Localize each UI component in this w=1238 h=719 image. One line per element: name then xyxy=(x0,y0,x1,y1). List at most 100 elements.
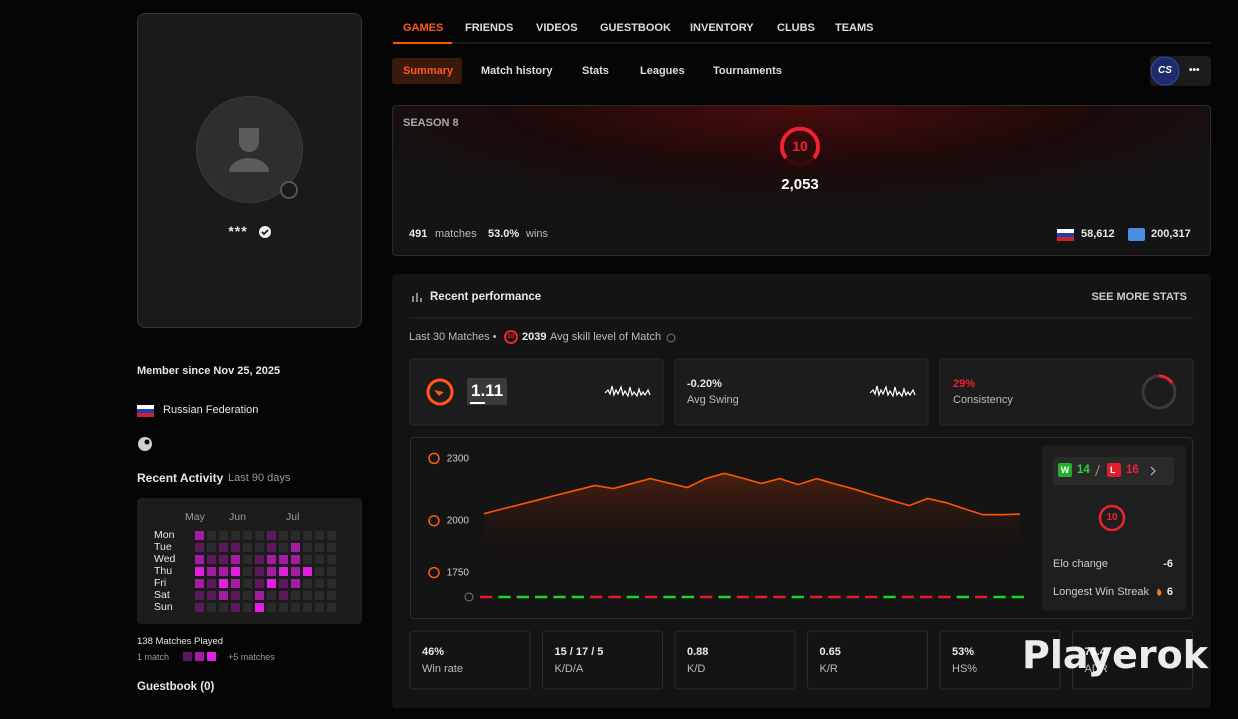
flag-blue xyxy=(1057,233,1074,237)
stat-card xyxy=(409,630,531,690)
side-level: 10 xyxy=(1106,512,1118,523)
activity-title: Recent Activity xyxy=(137,471,224,485)
activity-cell xyxy=(267,579,276,588)
activity-cell xyxy=(303,567,312,576)
activity-cell xyxy=(279,531,288,540)
activity-cell xyxy=(207,579,216,588)
consistency-card xyxy=(939,358,1194,426)
stat-value: 0.88 xyxy=(687,646,709,658)
steam-dot xyxy=(144,439,150,445)
stat-value: 75.4 xyxy=(1084,646,1106,658)
stat-value: 15 / 17 / 5 xyxy=(554,646,604,658)
activity-cell xyxy=(207,591,216,600)
swing-label: Avg Swing xyxy=(687,394,739,406)
activity-cell xyxy=(327,555,336,564)
subtab[interactable]: Stats xyxy=(582,65,609,77)
subtab[interactable]: Summary xyxy=(403,65,454,77)
activity-cell xyxy=(231,567,240,576)
activity-cell xyxy=(255,591,264,600)
activity-cell xyxy=(267,567,276,576)
activity-cell xyxy=(303,603,312,612)
month-label: Jun xyxy=(229,511,246,523)
activity-cell xyxy=(327,579,336,588)
consistency: 29% xyxy=(953,378,976,390)
season-elo: 2,053 xyxy=(781,176,819,193)
nav-tab[interactable]: GUESTBOOK xyxy=(600,22,671,34)
activity-cell xyxy=(207,555,216,564)
nav-tab[interactable]: CLUBS xyxy=(777,22,815,34)
steam-icon[interactable] xyxy=(138,437,152,451)
more-button[interactable]: ••• xyxy=(1189,65,1200,76)
activity-cell xyxy=(315,543,324,552)
season-title: SEASON 8 xyxy=(403,117,459,129)
legend-cell xyxy=(183,652,192,661)
activity-period: Last 90 days xyxy=(228,472,291,484)
activity-cell xyxy=(255,603,264,612)
consistency-label: Consistency xyxy=(953,394,1013,406)
cs-badge[interactable] xyxy=(1150,56,1180,86)
stat-card xyxy=(807,630,928,690)
game-badge-label: CS xyxy=(1158,65,1172,76)
activity-cell xyxy=(255,531,264,540)
season-level: 10 xyxy=(792,138,808,154)
status-dot xyxy=(280,181,298,199)
y-tick-icon xyxy=(428,514,440,527)
matches-count: 491 xyxy=(409,228,428,240)
activity-cell xyxy=(195,555,204,564)
perf-icon xyxy=(412,293,422,302)
subtab[interactable]: Tournaments xyxy=(713,65,782,77)
activity-cell xyxy=(327,543,336,552)
activity-cell xyxy=(315,579,324,588)
activity-cell xyxy=(243,567,252,576)
day-label: Fri xyxy=(154,577,167,589)
y-tick-icon xyxy=(428,452,440,465)
nav-tab[interactable]: TEAMS xyxy=(835,22,874,34)
nav-tab[interactable]: INVENTORY xyxy=(690,22,754,34)
win-letter: W xyxy=(1060,465,1070,475)
stat-value: 53% xyxy=(952,646,975,658)
activity-cell xyxy=(279,603,288,612)
rating-card xyxy=(409,358,664,426)
month-label: May xyxy=(185,511,205,523)
day-label: Mon xyxy=(154,529,175,541)
activity-cell xyxy=(303,531,312,540)
avg-level-ring xyxy=(504,330,518,344)
activity-cell xyxy=(219,543,228,552)
nav-tab[interactable]: GAMES xyxy=(403,22,444,34)
activity-cell xyxy=(219,603,228,612)
activity-cell xyxy=(303,555,312,564)
activity-cell xyxy=(243,543,252,552)
region-rank: 200,317 xyxy=(1151,228,1191,240)
activity-cell xyxy=(315,555,324,564)
country: Russian Federation xyxy=(163,404,259,416)
rating-icon xyxy=(426,378,454,406)
activity-cell xyxy=(267,603,276,612)
y-tick-icon xyxy=(428,566,440,579)
activity-cell xyxy=(195,531,204,540)
stat-value: 46% xyxy=(422,646,445,658)
elo-change: -6 xyxy=(1163,558,1173,570)
activity-cell xyxy=(219,555,228,564)
stat-label: K/D/A xyxy=(554,663,584,675)
nav-tab[interactable]: VIDEOS xyxy=(536,22,578,34)
see-more[interactable]: SEE MORE STATS xyxy=(1091,291,1187,303)
legend-max: +5 matches xyxy=(228,652,275,662)
losses-count: 16 xyxy=(1126,464,1139,476)
nav-tab[interactable]: FRIENDS xyxy=(465,22,514,34)
y-tick-label: 2300 xyxy=(447,453,470,464)
activity-cell xyxy=(207,603,216,612)
loss-badge xyxy=(1107,463,1121,477)
activity-cell xyxy=(207,567,216,576)
matches-played: 138 Matches Played xyxy=(137,636,224,647)
rating: 1.11 xyxy=(471,381,504,400)
subtab[interactable]: Match history xyxy=(481,65,553,77)
subtab[interactable]: Leagues xyxy=(640,65,685,77)
y-tick-label: 2000 xyxy=(447,516,470,527)
matches-label: matches xyxy=(435,228,477,240)
activity-cell xyxy=(243,591,252,600)
loss-letter: L xyxy=(1110,465,1116,475)
side-level-ring xyxy=(1098,504,1126,532)
wins-label: wins xyxy=(526,228,549,240)
wl-arrow[interactable] xyxy=(1150,466,1156,476)
subtab-active[interactable] xyxy=(392,58,462,84)
